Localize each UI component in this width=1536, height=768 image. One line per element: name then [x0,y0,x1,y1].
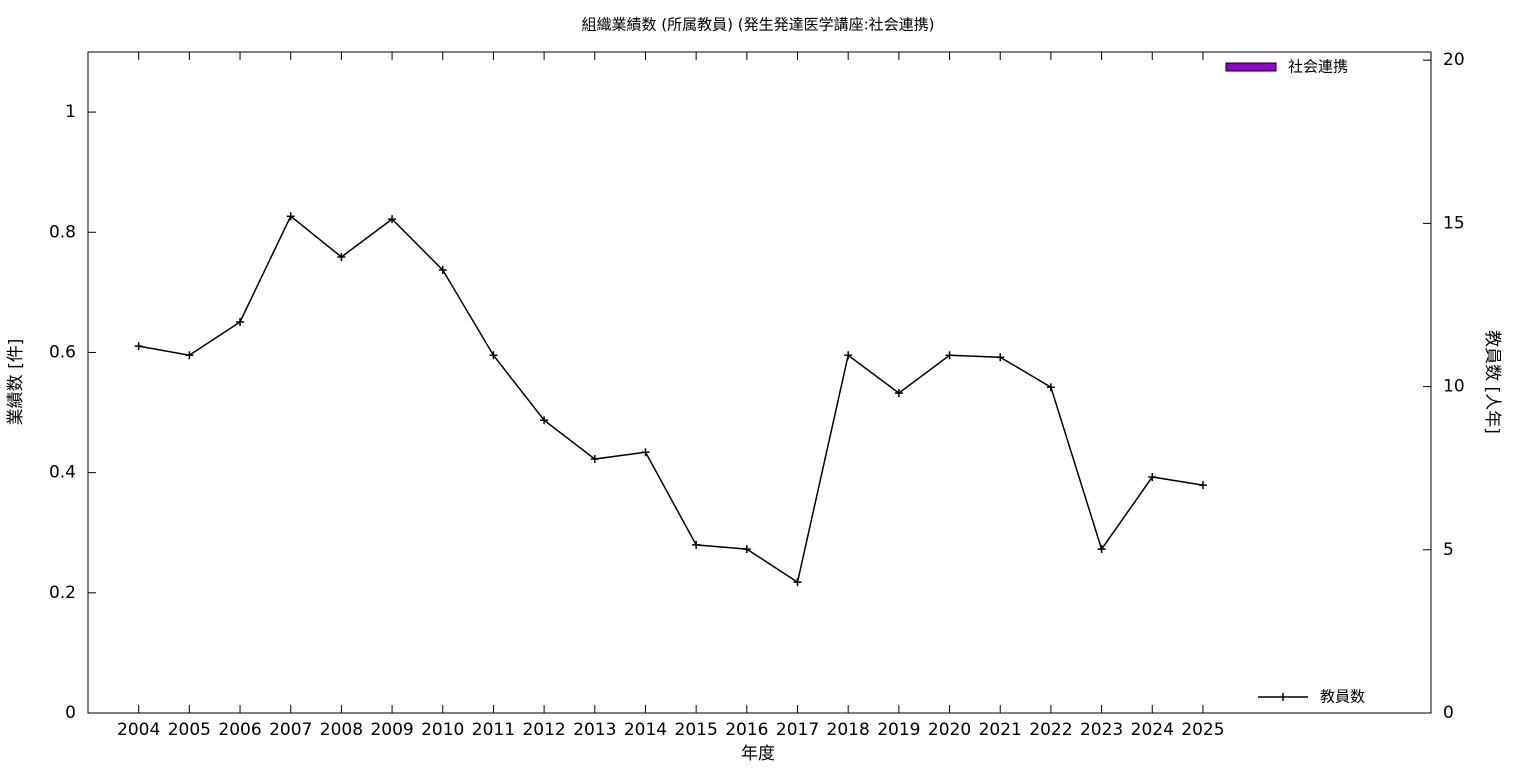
y-tick-label: 0.2 [49,583,76,603]
y-tick-label: 0.4 [49,463,76,483]
point-marker [1148,472,1157,481]
point-marker [438,266,447,275]
x-tick-label: 2019 [877,720,920,740]
x-tick-label: 2009 [370,720,413,740]
x-tick-label: 2022 [1029,720,1072,740]
x-tick-label: 2018 [827,720,870,740]
y2-tick-label: 15 [1443,213,1465,233]
x-tick-label: 2008 [320,720,363,740]
y-tick-label: 0.6 [49,342,76,362]
y2-axis-label: 教員数 [人年] [1482,330,1502,434]
point-marker [540,416,549,425]
point-marker [388,215,397,224]
legend-line [1258,693,1308,701]
y-tick-label: 0 [65,703,76,723]
legend-swatch [1225,62,1277,72]
x-tick-label: 2021 [979,720,1022,740]
x-tick-label: 2004 [117,720,160,740]
x-tick-label: 2017 [776,720,819,740]
point-marker [337,252,346,261]
point-marker [1046,383,1055,392]
point-marker [1198,481,1207,490]
point-marker [996,353,1005,362]
x-tick-label: 2011 [472,720,515,740]
point-marker [489,351,498,360]
point-marker [1097,545,1106,554]
point-marker [793,578,802,587]
data-line [138,215,1204,584]
y2-tick-label: 5 [1443,540,1454,560]
y-tick-label: 0.8 [49,222,76,242]
point-marker [742,545,751,554]
point-marker [844,351,853,360]
y2-tick-label: 10 [1443,377,1465,397]
x-tick-label: 2006 [218,720,261,740]
x-tick-label: 2007 [269,720,312,740]
y-axis-label: 業績数 [件] [6,339,26,426]
x-tick-label: 2016 [725,720,768,740]
plot-frame [87,51,1432,714]
legend-label: 教員数 [1320,688,1365,706]
chart-title: 組織業績数 (所属教員) (発生発達医学講座:社会連携) [581,16,934,34]
y-tick-label: 1 [65,102,76,122]
x-tick-label: 2024 [1131,720,1174,740]
y2-tick-label: 20 [1443,50,1465,70]
legend-label: 社会連携 [1288,58,1348,76]
x-tick-label: 2014 [624,720,667,740]
point-marker [134,342,143,351]
point-marker [236,317,245,326]
x-tick-label: 2010 [421,720,464,740]
point-marker [641,448,650,457]
point-marker [894,389,903,398]
x-tick-label: 2013 [573,720,616,740]
x-tick-label: 2025 [1181,720,1224,740]
y2-tick-label: 0 [1443,703,1454,723]
x-tick-label: 2015 [675,720,718,740]
point-marker [185,351,194,360]
point-marker [286,212,295,221]
x-axis-label: 年度 [741,744,775,764]
x-tick-label: 2023 [1080,720,1123,740]
x-tick-label: 2005 [168,720,211,740]
x-tick-label: 2012 [522,720,565,740]
x-tick-label: 2020 [928,720,971,740]
point-marker [590,455,599,464]
point-marker [945,351,954,360]
point-marker [692,540,701,549]
